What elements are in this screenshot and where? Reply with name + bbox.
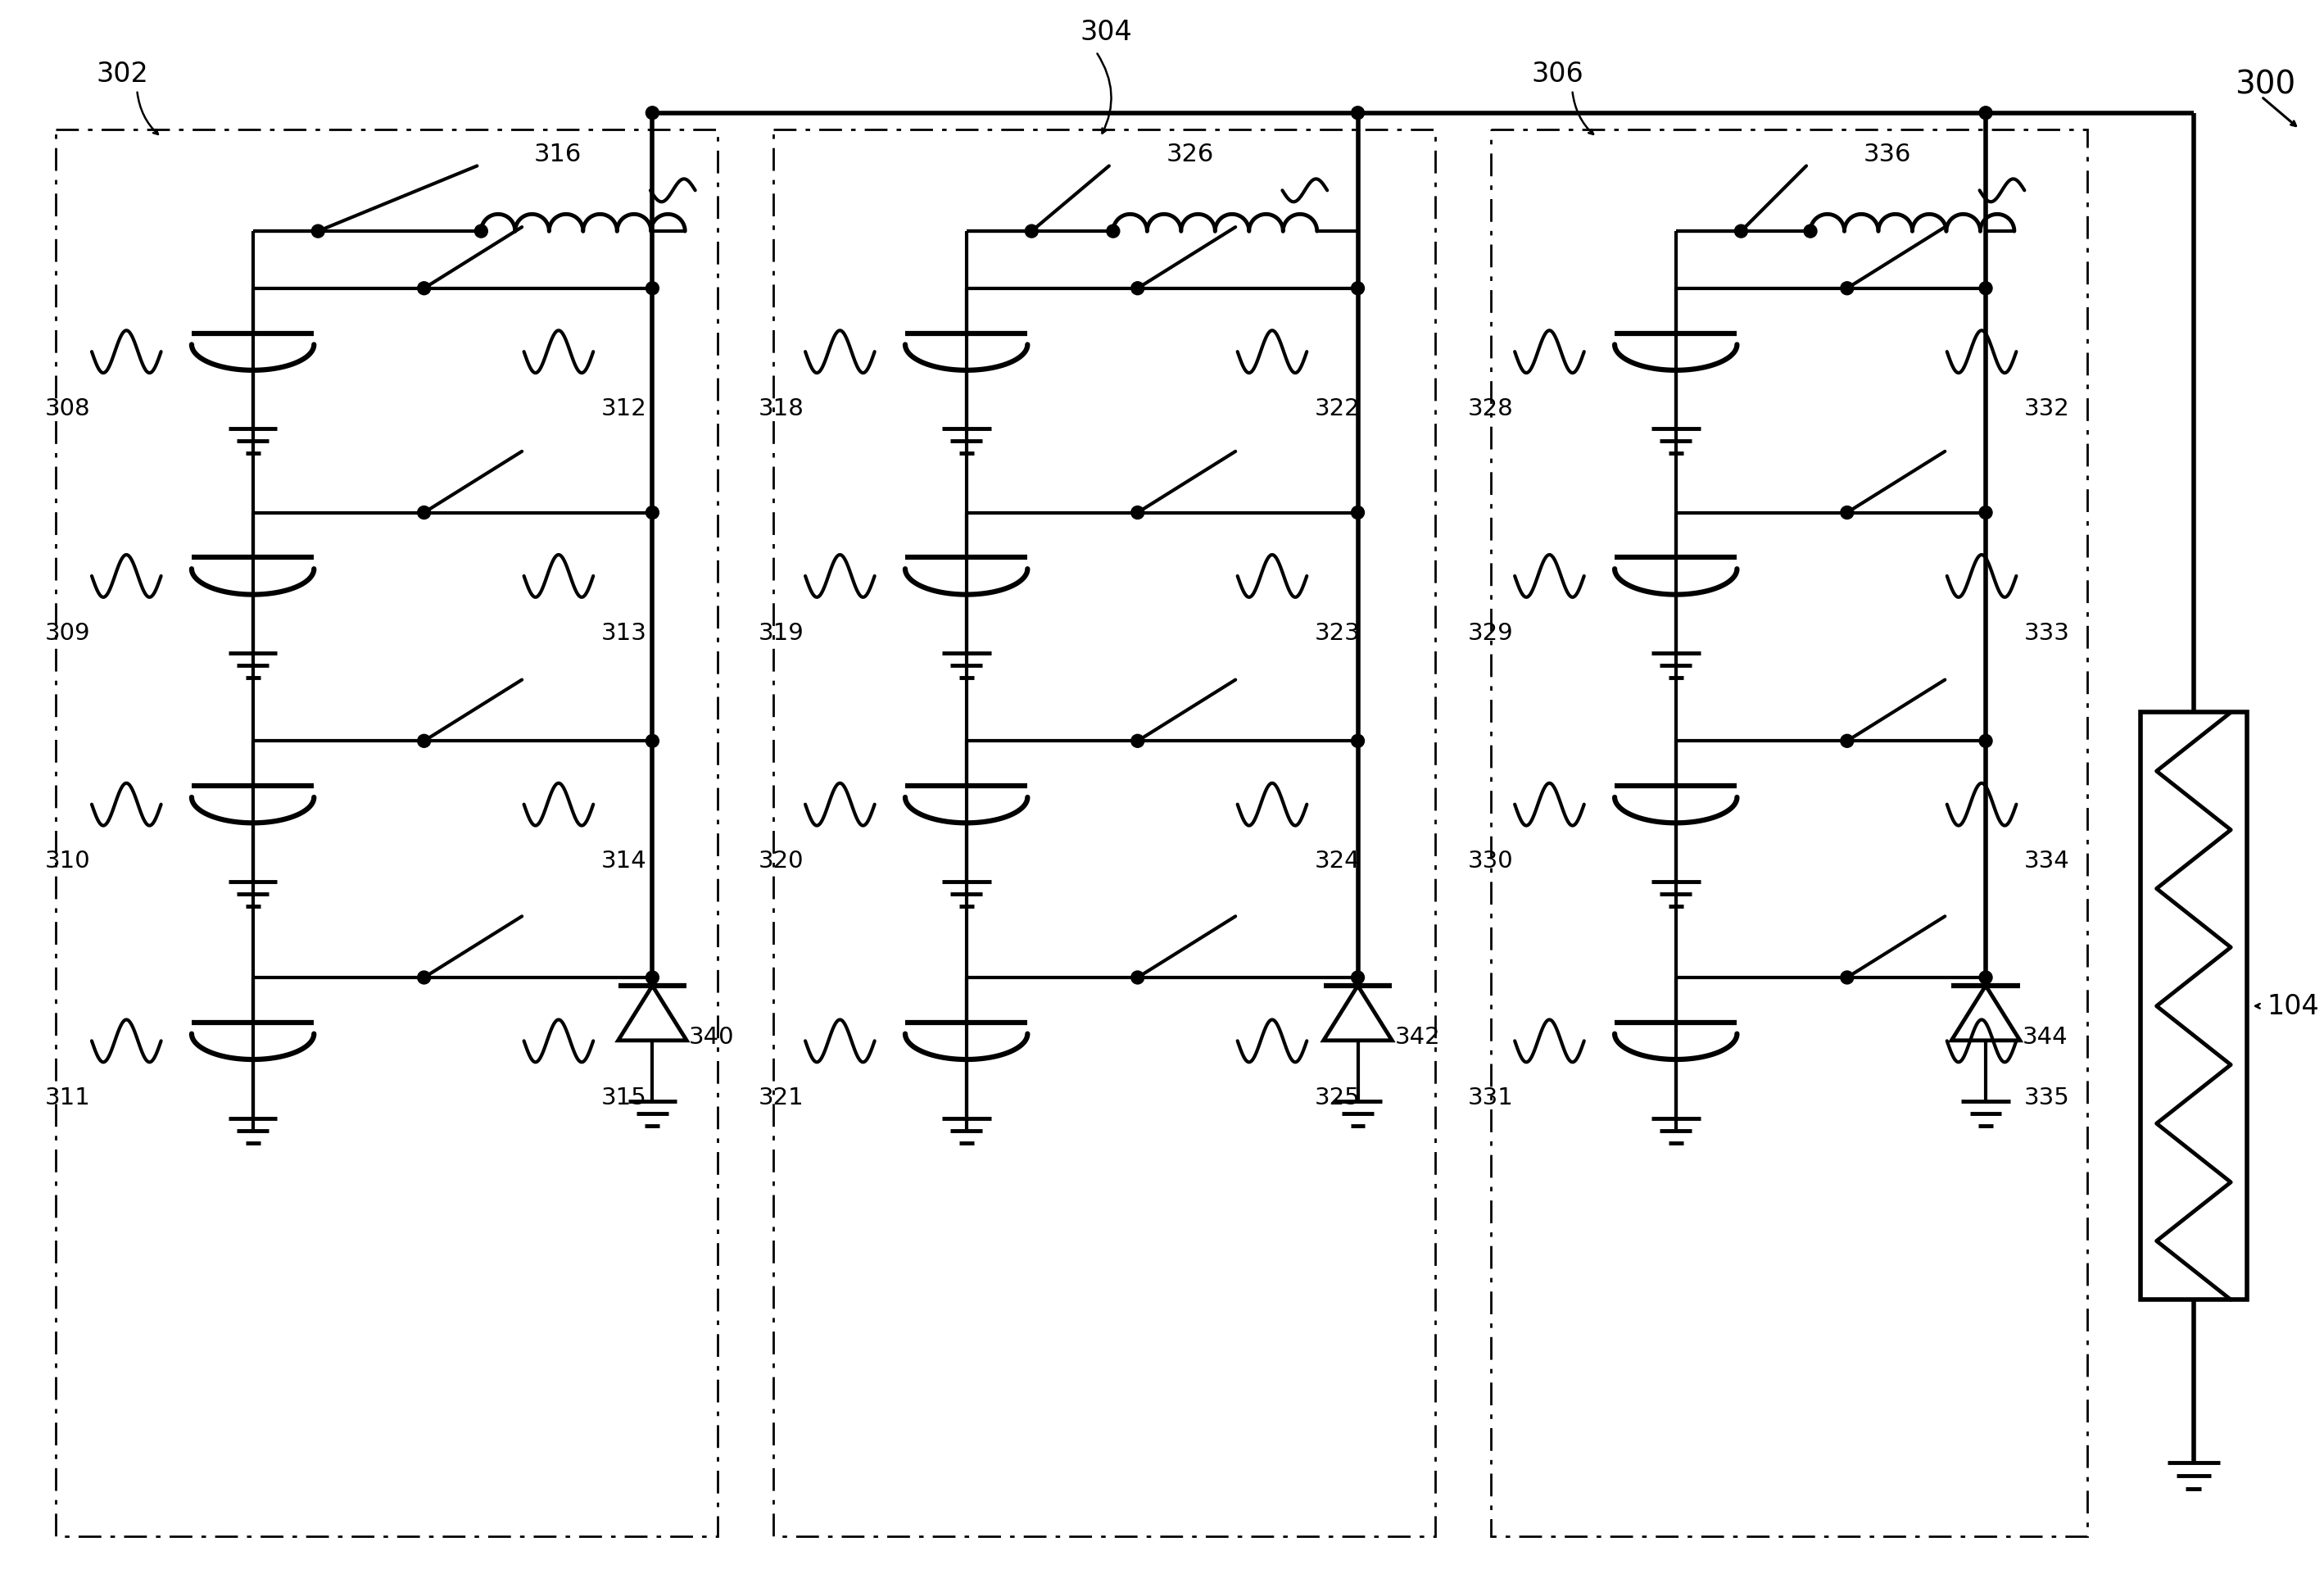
- Circle shape: [1350, 507, 1364, 519]
- Circle shape: [1350, 735, 1364, 747]
- Circle shape: [1132, 735, 1143, 747]
- Circle shape: [1980, 972, 1992, 985]
- Circle shape: [1132, 972, 1143, 985]
- Bar: [774, 130, 1436, 1536]
- Text: 319: 319: [758, 621, 804, 644]
- Text: 104: 104: [2266, 993, 2319, 1019]
- Circle shape: [474, 225, 488, 239]
- Text: 344: 344: [2022, 1026, 2068, 1048]
- Text: 311: 311: [44, 1086, 91, 1110]
- Circle shape: [418, 735, 430, 747]
- Circle shape: [418, 972, 430, 985]
- Text: 330: 330: [1469, 850, 1513, 872]
- Bar: [56, 130, 718, 1536]
- Text: 316: 316: [535, 142, 581, 166]
- Circle shape: [1350, 972, 1364, 985]
- Text: 314: 314: [602, 850, 646, 872]
- Text: 333: 333: [2024, 621, 2071, 644]
- Text: 329: 329: [1469, 621, 1513, 644]
- Text: 318: 318: [758, 397, 804, 419]
- Text: 326: 326: [1167, 142, 1213, 166]
- Text: 310: 310: [44, 850, 91, 872]
- Circle shape: [1841, 735, 1855, 747]
- Text: 300: 300: [2233, 70, 2296, 101]
- Circle shape: [646, 507, 660, 519]
- Text: 340: 340: [690, 1026, 734, 1048]
- Text: 334: 334: [2024, 850, 2071, 872]
- Text: 335: 335: [2024, 1086, 2071, 1110]
- Text: 323: 323: [1315, 621, 1360, 644]
- Text: 308: 308: [44, 397, 91, 419]
- Circle shape: [1841, 282, 1855, 296]
- Bar: [1490, 130, 2087, 1536]
- Text: 322: 322: [1315, 397, 1360, 419]
- Circle shape: [1980, 735, 1992, 747]
- Circle shape: [646, 282, 660, 296]
- Circle shape: [418, 507, 430, 519]
- Text: 315: 315: [602, 1086, 646, 1110]
- Circle shape: [1841, 972, 1855, 985]
- Circle shape: [1803, 225, 1817, 239]
- Text: 342: 342: [1394, 1026, 1441, 1048]
- Circle shape: [1132, 507, 1143, 519]
- Circle shape: [1350, 108, 1364, 120]
- Text: 304: 304: [1081, 19, 1132, 46]
- Text: 320: 320: [758, 850, 804, 872]
- Circle shape: [646, 972, 660, 985]
- Text: 324: 324: [1315, 850, 1360, 872]
- Bar: [2140, 712, 2247, 1300]
- Text: 306: 306: [1532, 62, 1583, 89]
- Circle shape: [1106, 225, 1120, 239]
- Text: 328: 328: [1469, 397, 1513, 419]
- Text: 312: 312: [602, 397, 646, 419]
- Circle shape: [311, 225, 325, 239]
- Text: 309: 309: [44, 621, 91, 644]
- Circle shape: [1025, 225, 1039, 239]
- Circle shape: [418, 282, 430, 296]
- Circle shape: [1980, 108, 1992, 120]
- Text: 331: 331: [1469, 1086, 1513, 1110]
- Text: 332: 332: [2024, 397, 2071, 419]
- Circle shape: [1734, 225, 1748, 239]
- Text: 302: 302: [95, 62, 149, 89]
- Circle shape: [1980, 507, 1992, 519]
- Circle shape: [646, 108, 660, 120]
- Circle shape: [1132, 282, 1143, 296]
- Circle shape: [1841, 507, 1855, 519]
- Circle shape: [1980, 282, 1992, 296]
- Text: 336: 336: [1864, 142, 1910, 166]
- Circle shape: [646, 735, 660, 747]
- Text: 325: 325: [1315, 1086, 1360, 1110]
- Text: 321: 321: [758, 1086, 804, 1110]
- Text: 313: 313: [602, 621, 646, 644]
- Circle shape: [1350, 282, 1364, 296]
